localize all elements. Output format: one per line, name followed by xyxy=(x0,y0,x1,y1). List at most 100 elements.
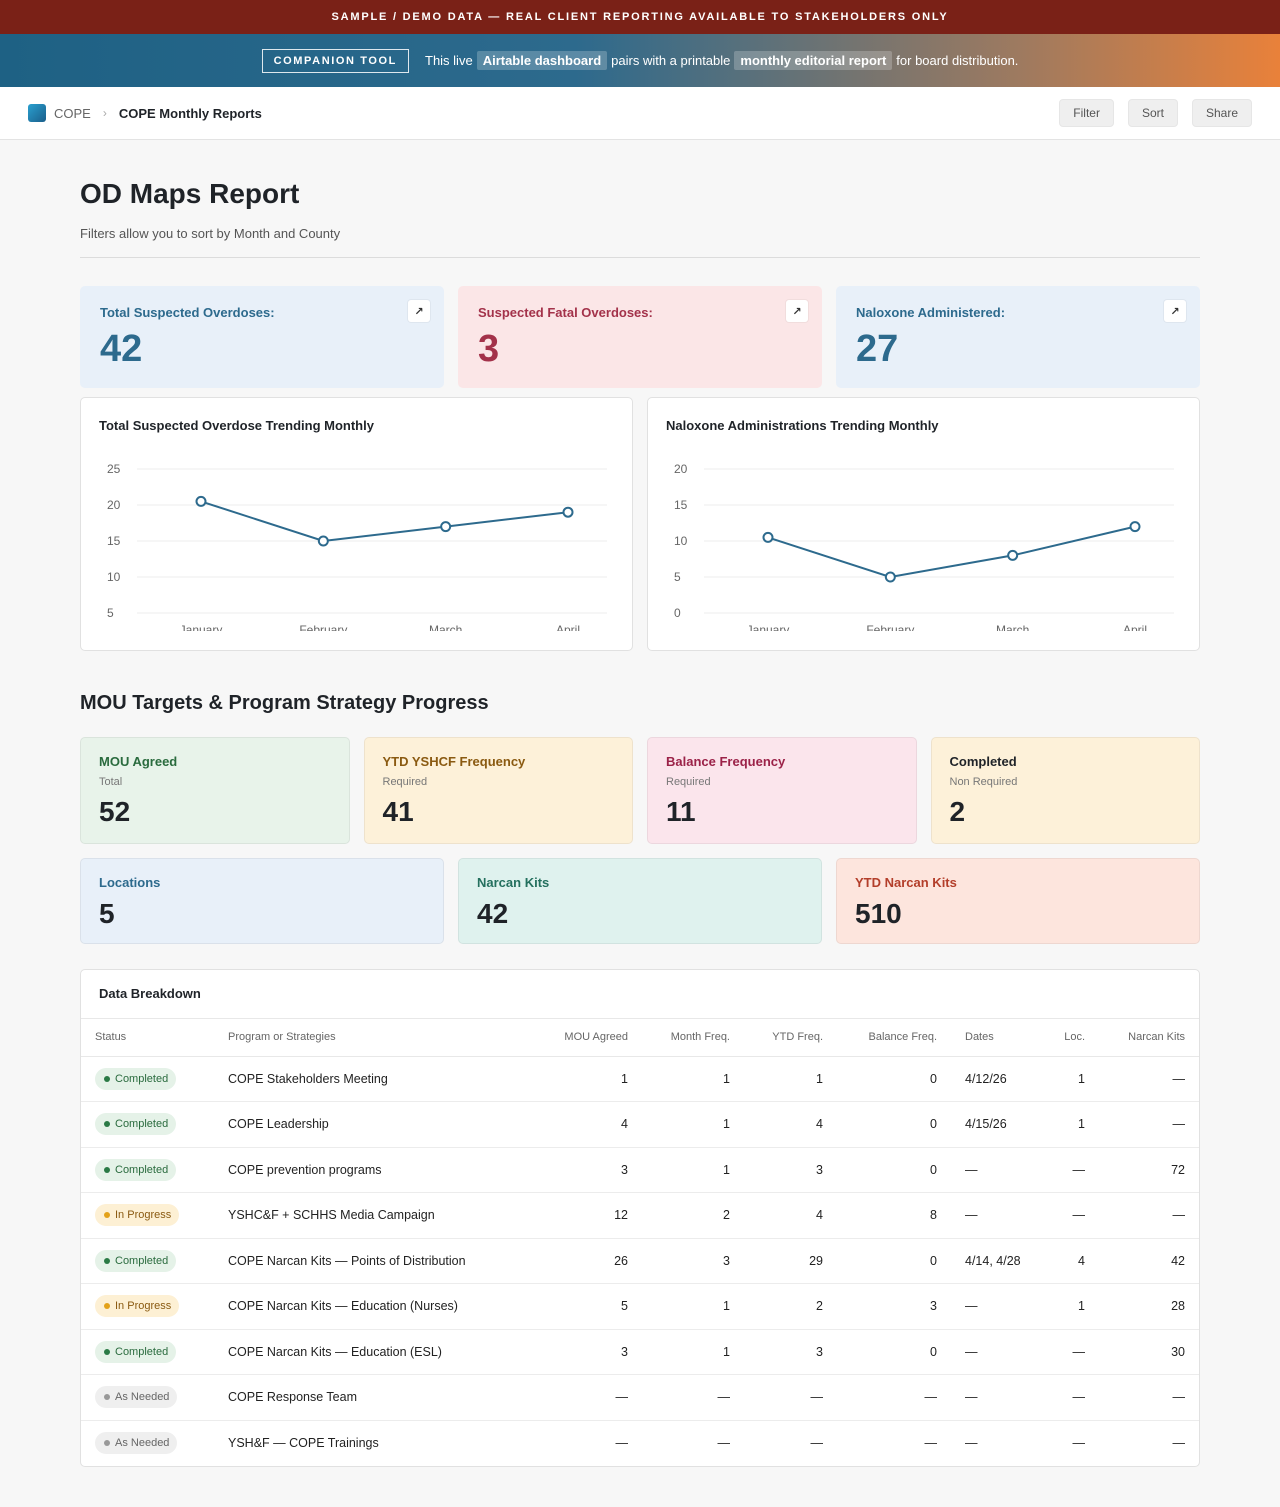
stat-card-total-overdoses[interactable]: Total Suspected Overdoses: 42 ↗ xyxy=(80,286,444,388)
ytd-freq-cell: — xyxy=(810,1436,824,1450)
program-cell: COPE Narcan Kits — Points of Distributio… xyxy=(214,1238,532,1284)
stat-card-naloxone[interactable]: Naloxone Administered: 27 ↗ xyxy=(836,286,1200,388)
mou-label: Completed xyxy=(949,754,1017,769)
expand-icon[interactable]: ↗ xyxy=(1164,300,1186,322)
stats-row: Total Suspected Overdoses: 42 ↗ Suspecte… xyxy=(80,286,1200,388)
airtable-dashboard-link[interactable]: Airtable dashboard xyxy=(476,51,608,70)
loc-cell: 4 xyxy=(1043,1238,1099,1284)
program-cell: YSH&F — COPE Trainings xyxy=(228,1436,379,1450)
mou-value: 42 xyxy=(477,898,509,929)
stat-value: 3 xyxy=(478,328,500,370)
table-row[interactable]: As Needed YSH&F — COPE Trainings — — — — — — — xyxy=(81,1420,1199,1466)
status-cell: Completed xyxy=(81,1147,214,1193)
status-label: Completed xyxy=(115,1072,169,1085)
stat-card-fatal-overdoses[interactable]: Suspected Fatal Overdoses: 3 ↗ xyxy=(458,286,822,388)
expand-icon[interactable]: ↗ xyxy=(408,300,430,322)
ytd-freq-cell: 3 xyxy=(744,1329,837,1375)
balance-freq-cell: 0 xyxy=(837,1101,951,1148)
data-point[interactable] xyxy=(317,535,329,547)
program-cell: COPE Narcan Kits — Education (Nurses) xyxy=(214,1283,532,1330)
table-row[interactable]: Completed COPE Narcan Kits — Points of Di… xyxy=(81,1238,1199,1284)
table-row[interactable]: Completed COPE prevention programs 3 1 3 0— —7… xyxy=(81,1147,1199,1193)
status-label: In Progress xyxy=(115,1209,172,1222)
col-header-loc[interactable]: Loc. xyxy=(1043,1019,1099,1057)
balance-freq-cell: 3 xyxy=(837,1283,951,1330)
expand-icon[interactable]: ↗ xyxy=(786,300,808,322)
naloxone-trend-chart-card: Naloxone Administrations Trending Monthl… xyxy=(647,397,1200,651)
overdose-trend-chart: 25 20 15 10 5 January February March April xyxy=(107,462,607,631)
x-tick-label: April xyxy=(1123,623,1147,631)
narcan-kits-cell: — xyxy=(1099,1192,1199,1239)
status-dot-icon xyxy=(104,1121,110,1128)
dates-cell: — xyxy=(965,1436,978,1450)
col-header-narcan-kits[interactable]: Narcan Kits xyxy=(1099,1019,1199,1057)
program-cell: YSHC&F + SCHHS Media Campaign xyxy=(214,1192,532,1239)
mou-agreed-cell: 5 xyxy=(532,1283,642,1330)
data-point[interactable] xyxy=(1129,521,1141,533)
data-breakdown-card: Data Breakdown Status Program or Strateg… xyxy=(80,969,1200,1467)
share-button[interactable]: Share xyxy=(1191,99,1252,127)
y-tick-label: 5 xyxy=(107,606,114,620)
y-tick-label: 20 xyxy=(107,498,121,512)
companion-tool-badge: COMPANION TOOL xyxy=(261,48,409,73)
table-row[interactable]: Completed COPE Narcan Kits — Education (E… xyxy=(81,1329,1199,1375)
x-tick-label: March xyxy=(996,623,1029,631)
table-row[interactable]: As Needed COPE Response Team — — — — — — — xyxy=(81,1374,1199,1421)
data-point[interactable] xyxy=(1007,549,1019,561)
x-tick-label: January xyxy=(180,623,223,631)
data-point[interactable] xyxy=(440,521,452,533)
dates-cell: — xyxy=(951,1374,1043,1421)
breadcrumb-root[interactable]: COPE xyxy=(54,105,91,121)
status-dot-icon xyxy=(104,1257,110,1264)
data-breakdown-table: Status Program or Strategies MOU Agreed … xyxy=(81,1019,1199,1466)
col-header-month-freq[interactable]: Month Freq. xyxy=(642,1019,744,1057)
status-cell: As Needed xyxy=(81,1374,214,1421)
mou-agreed-cell: 26 xyxy=(532,1238,642,1284)
monthly-report-link[interactable]: monthly editorial report xyxy=(734,51,893,70)
dates-cell: — xyxy=(951,1147,1043,1193)
dates-cell: 4/12/26 xyxy=(951,1056,1043,1102)
mou-row-2: Locations 5 Narcan Kits 42 YTD Narcan Ki… xyxy=(80,858,1200,944)
col-header-dates[interactable]: Dates xyxy=(951,1019,1043,1057)
data-point[interactable] xyxy=(762,531,774,543)
loc-cell: — xyxy=(1043,1147,1099,1193)
data-point[interactable] xyxy=(562,506,574,518)
x-tick-label: April xyxy=(556,623,580,631)
col-header-program[interactable]: Program or Strategies xyxy=(214,1019,532,1057)
series-line xyxy=(767,525,1136,579)
table-row[interactable]: Completed COPE Leadership 4 1 4 0 4/15/26 1— xyxy=(81,1101,1199,1148)
status-dot-icon xyxy=(104,1348,110,1355)
mou-value: 2 xyxy=(949,796,966,827)
sort-button[interactable]: Sort xyxy=(1127,99,1178,127)
naloxone-trend-chart: 20 15 10 5 0 January February March April xyxy=(674,462,1174,631)
narcan-kits-cell: 72 xyxy=(1099,1147,1199,1193)
mou-value: 510 xyxy=(855,898,902,929)
mou-card-narcan-kits: Narcan Kits 42 xyxy=(458,858,822,944)
status-dot-icon xyxy=(104,1303,110,1310)
x-tick-label: January xyxy=(747,623,790,631)
y-tick-label: 15 xyxy=(674,498,688,512)
status-cell: In Progress xyxy=(81,1192,214,1239)
col-header-balance-freq[interactable]: Balance Freq. xyxy=(837,1019,951,1057)
program-cell: COPE Stakeholders Meeting xyxy=(214,1056,532,1102)
month-freq-cell: — xyxy=(642,1374,744,1421)
status-cell: As Needed xyxy=(81,1420,214,1466)
mou-agreed-cell: — xyxy=(532,1374,642,1421)
data-point[interactable] xyxy=(884,571,896,583)
data-point[interactable] xyxy=(195,495,207,507)
filter-button[interactable]: Filter xyxy=(1059,99,1114,127)
col-header-status[interactable]: Status xyxy=(81,1019,214,1057)
y-tick-label: 5 xyxy=(674,570,681,584)
col-header-ytd-freq[interactable]: YTD Freq. xyxy=(744,1019,837,1057)
table-row[interactable]: In Progress YSHC&F + SCHHS Media Campaign… xyxy=(81,1192,1199,1239)
ytd-freq-cell: 4 xyxy=(744,1101,837,1148)
col-header-mou-agreed[interactable]: MOU Agreed xyxy=(532,1019,642,1057)
status-dot-icon xyxy=(104,1394,110,1401)
mou-sublabel: Required xyxy=(666,776,711,788)
status-cell: In Progress xyxy=(81,1283,214,1330)
loc-cell: 1 xyxy=(1043,1101,1099,1148)
table-row[interactable]: In Progress COPE Narcan Kits — Education … xyxy=(81,1283,1199,1330)
balance-freq-cell: 0 xyxy=(837,1238,951,1284)
table-row[interactable]: Completed COPE Stakeholders Meeting 1 1 1 0 4/… xyxy=(81,1056,1199,1102)
charts-row: Total Suspected Overdose Trending Monthl… xyxy=(80,397,1200,651)
